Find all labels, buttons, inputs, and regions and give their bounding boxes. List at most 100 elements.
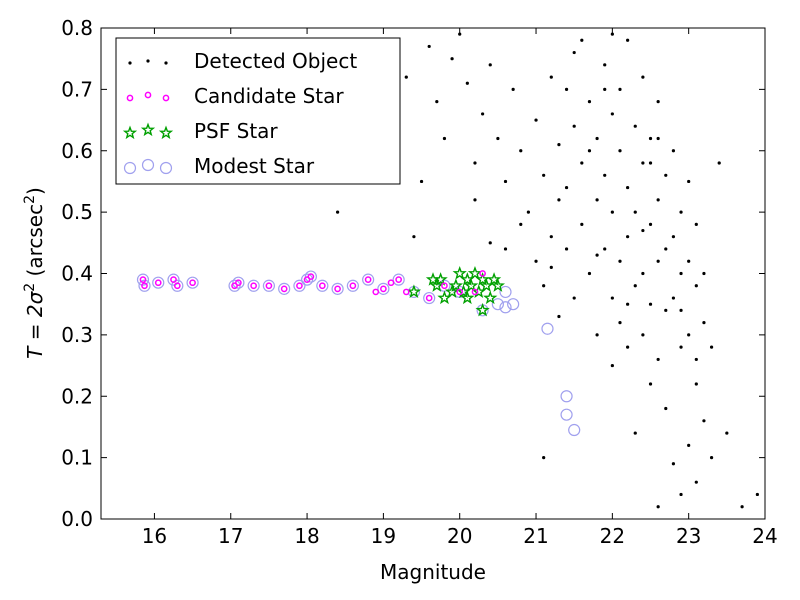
point-detected-object — [587, 100, 592, 104]
point-candidate-star — [372, 288, 380, 296]
point-detected-object — [534, 118, 538, 122]
point-detected-object — [618, 149, 622, 153]
point-detected-object — [572, 124, 576, 128]
point-psf-star — [464, 278, 479, 292]
point-detected-object — [671, 149, 676, 153]
point-detected-object — [679, 308, 683, 312]
point-detected-object — [572, 296, 576, 300]
point-modest-star — [346, 279, 359, 292]
point-detected-object — [610, 296, 614, 300]
point-detected-object — [648, 382, 653, 386]
legend-box — [115, 37, 401, 185]
point-detected-object — [709, 345, 714, 349]
point-modest-star — [300, 273, 314, 286]
point-detected-object — [626, 302, 630, 306]
y-tick-label: 0.0 — [61, 507, 93, 531]
y-axis-label-unit-exp: 2 — [22, 195, 38, 204]
point-detected-object — [503, 179, 508, 184]
point-detected-object — [687, 333, 691, 337]
point-detected-object — [641, 161, 645, 165]
point-detected-object — [549, 75, 553, 79]
point-psf-star — [467, 265, 483, 280]
point-modest-star — [232, 276, 245, 289]
point-candidate-star — [425, 294, 433, 302]
point-detected-object — [664, 173, 668, 177]
point-candidate-star — [402, 288, 410, 296]
point-detected-object — [641, 271, 645, 276]
point-detected-object — [572, 50, 576, 55]
point-psf-star — [444, 284, 460, 298]
point-detected-object — [442, 136, 447, 141]
point-candidate-star — [307, 273, 315, 280]
point-detected-object — [542, 173, 546, 177]
point-detected-object — [633, 124, 637, 128]
point-modest-star — [392, 273, 405, 286]
point-modest-star — [491, 298, 504, 311]
point-modest-star — [152, 276, 165, 289]
point-candidate-star — [395, 276, 403, 283]
x-tick-label: 18 — [294, 524, 319, 548]
point-psf-star — [483, 290, 498, 305]
point-modest-star — [171, 279, 184, 292]
point-detected-object — [427, 44, 431, 49]
point-detected-object — [404, 75, 408, 79]
point-candidate-star — [387, 279, 395, 287]
point-detected-object — [610, 210, 614, 214]
point-candidate-star — [479, 270, 486, 277]
point-detected-object — [679, 210, 683, 214]
point-candidate-star — [139, 276, 147, 283]
point-detected-object — [626, 185, 630, 190]
point-psf-star — [406, 284, 422, 298]
point-detected-object — [519, 149, 523, 153]
legend-marker-candidate-star — [126, 91, 170, 102]
point-detected-object — [694, 382, 698, 386]
point-candidate-star — [296, 282, 303, 290]
point-detected-object — [595, 333, 599, 337]
point-detected-object — [679, 492, 683, 497]
point-modest-star — [499, 285, 512, 299]
point-modest-star — [507, 298, 520, 311]
point-detected-object — [641, 333, 645, 337]
legend-marker-psf-star — [122, 122, 174, 140]
point-detected-object — [656, 100, 660, 104]
point-psf-star — [452, 265, 467, 280]
legend-marker-detected-object — [128, 59, 168, 65]
x-axis-label: Magnitude — [380, 560, 486, 584]
point-detected-object — [511, 87, 515, 91]
point-modest-star — [293, 279, 306, 292]
y-tick-label: 0.3 — [61, 323, 93, 347]
x-tick-label: 19 — [371, 524, 396, 548]
point-detected-object — [687, 259, 691, 263]
point-detected-object — [656, 259, 660, 263]
point-candidate-star — [349, 282, 357, 290]
point-detected-object — [465, 81, 469, 85]
point-candidate-star — [250, 282, 257, 290]
point-detected-object — [534, 259, 538, 263]
y-axis-label-exp: 2 — [22, 283, 38, 292]
y-tick-label: 0.5 — [61, 200, 93, 224]
point-detected-object — [603, 87, 607, 91]
y-axis-label-main: T = 2σ — [23, 290, 47, 358]
point-detected-object — [603, 247, 607, 251]
legend-marker-modest-star — [123, 158, 173, 175]
point-detected-object — [641, 228, 645, 233]
point-detected-object — [618, 87, 622, 91]
x-tick-label: 20 — [447, 524, 472, 548]
point-candidate-star — [170, 276, 177, 283]
point-detected-object — [564, 247, 569, 251]
point-detected-object — [694, 357, 698, 362]
point-detected-object — [633, 284, 637, 288]
point-detected-object — [496, 136, 500, 141]
point-psf-star — [475, 272, 490, 286]
point-detected-object — [702, 271, 706, 276]
point-detected-object — [755, 492, 759, 497]
point-modest-star — [136, 273, 150, 286]
point-detected-object — [335, 210, 340, 214]
axis-ticks: 16 17 18 19 20 21 22 23 24 0.0 0.1 0.2 0.3 0.4 0.5 0.6 0… — [61, 16, 778, 548]
point-detected-object — [702, 419, 706, 423]
point-detected-object — [557, 143, 561, 147]
point-detected-object — [473, 198, 477, 202]
point-psf-star — [486, 272, 502, 286]
point-detected-object — [557, 198, 561, 202]
point-detected-object — [473, 161, 477, 165]
